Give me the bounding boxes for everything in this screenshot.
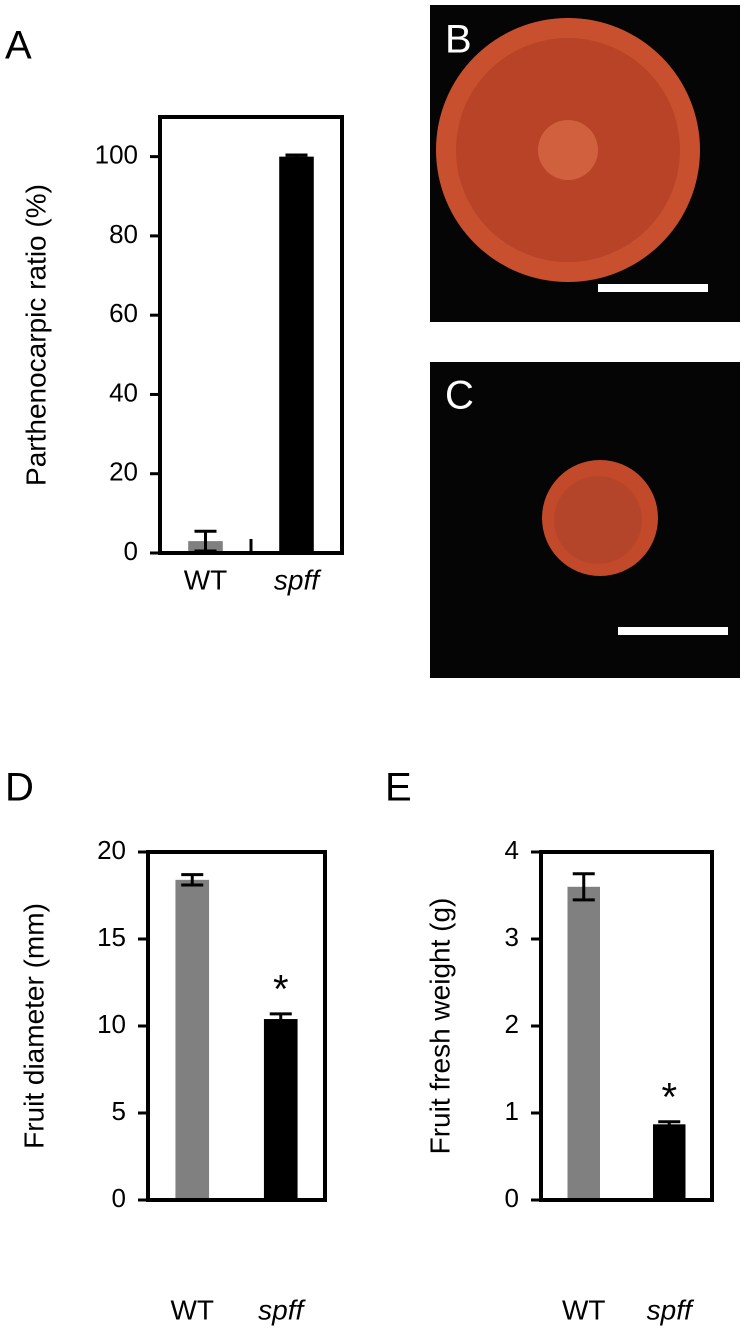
- y-tick-label: 0: [112, 1183, 126, 1213]
- x-tick-label: WT: [562, 1294, 606, 1325]
- y-tick-label: 5: [112, 1096, 126, 1126]
- panel-label: E: [385, 766, 412, 810]
- plot-frame: [539, 850, 714, 1202]
- y-axis-label: Fruit fresh weight (g): [424, 898, 455, 1155]
- fruit-inner: [554, 476, 642, 564]
- bar-chart: D Fruit diameter (mm) 0 5 10 15 20 WT * spff: [5, 766, 327, 1325]
- x-tick-label: spff: [274, 564, 322, 595]
- x-tick-label: spff: [258, 1294, 306, 1325]
- panel-label: B: [445, 18, 472, 62]
- y-tick-label: 15: [97, 922, 126, 952]
- photo-c: C: [430, 362, 740, 678]
- y-tick-label: 2: [505, 1009, 519, 1039]
- bar: [653, 1124, 686, 1200]
- y-tick-label: 0: [124, 536, 138, 566]
- plot-frame: [146, 850, 327, 1202]
- y-tick-label: 20: [109, 457, 138, 487]
- y-tick-label: 3: [505, 922, 519, 952]
- bar: [567, 886, 600, 1200]
- panel-label: D: [5, 766, 34, 810]
- y-axis-label: Parthenocarpic ratio (%): [20, 184, 51, 486]
- significance-label: *: [273, 967, 289, 1011]
- scale-bar: [618, 627, 728, 635]
- y-tick-label: 60: [109, 298, 138, 328]
- y-tick-label: 0: [505, 1183, 519, 1213]
- scale-bar: [598, 284, 708, 292]
- y-axis-label: Fruit diameter (mm): [18, 903, 49, 1149]
- significance-label: *: [661, 1075, 677, 1119]
- plot-frame: [158, 115, 344, 555]
- x-tick-label: spff: [647, 1294, 695, 1325]
- photo-b: B: [430, 5, 740, 322]
- y-tick-label: 40: [109, 377, 138, 407]
- x-tick-label: WT: [170, 1294, 214, 1325]
- bar: [263, 1019, 298, 1200]
- y-tick-label: 4: [505, 835, 519, 865]
- bar: [279, 156, 314, 554]
- y-tick-label: 80: [109, 219, 138, 249]
- y-tick-label: 100: [95, 140, 138, 170]
- panel-label: A: [5, 24, 32, 68]
- bar-chart: E Fruit fresh weight (g) 0 1 2 3 4 WT * spff: [385, 766, 714, 1325]
- panel-label: C: [445, 374, 474, 418]
- y-tick-label: 10: [97, 1009, 126, 1039]
- y-tick-label: 1: [505, 1096, 519, 1126]
- bar-chart: A Parthenocarpic ratio (%) 0 20 40 60 80 100 WT s…: [5, 24, 344, 595]
- fruit-core: [538, 120, 598, 180]
- bar: [175, 879, 210, 1200]
- x-tick-label: WT: [184, 564, 228, 595]
- y-tick-label: 20: [97, 835, 126, 865]
